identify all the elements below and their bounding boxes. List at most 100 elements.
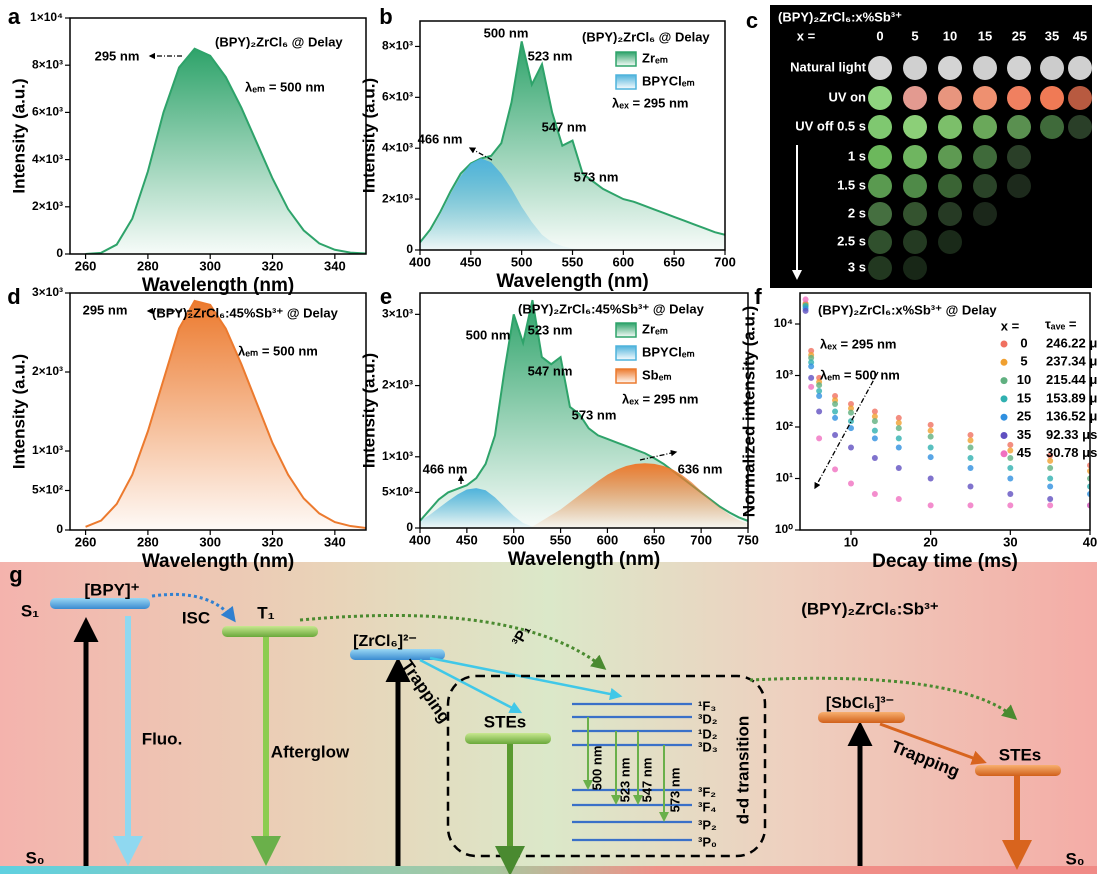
time-arrow-head: [792, 270, 802, 280]
sample-spot: [868, 145, 892, 169]
point: [1047, 495, 1054, 502]
x-tick-label: 320: [262, 258, 284, 273]
diagram-label: S₀: [1065, 849, 1084, 868]
point: [808, 374, 815, 381]
x-tick-label: 40: [1083, 534, 1097, 549]
point: [967, 437, 974, 444]
legend-swatch: [615, 51, 637, 67]
point: [895, 419, 902, 426]
point: [871, 418, 878, 425]
diagram-background: [0, 562, 1097, 874]
legend-label: 136.52 μs: [1046, 409, 1097, 424]
sample-spot: [903, 145, 927, 169]
annotation: (BPY)₂ZrCl₆ @ Delay: [582, 29, 710, 44]
point: [847, 425, 854, 432]
y-tick-label: 2×10³: [382, 378, 413, 392]
annotation: 500 nm: [484, 25, 529, 40]
column-label: 5: [911, 28, 918, 43]
sample-spot: [903, 174, 927, 198]
y-tick-label: 8×10³: [32, 57, 63, 71]
x-tick-label: 600: [597, 532, 619, 547]
annotation: (BPY)₂ZrCl₆:x%Sb³⁺ @ Delay: [818, 302, 997, 317]
point: [832, 392, 839, 399]
point: [927, 427, 934, 434]
diagram-label: d-d transition: [733, 716, 752, 825]
point: [871, 435, 878, 442]
transfer-arrow: [299, 613, 607, 670]
diagram-label: 573 nm: [667, 768, 682, 813]
legend-label: 246.22 μs: [1046, 335, 1097, 350]
legend-marker: [1000, 432, 1008, 439]
plot-area: [85, 299, 366, 530]
annotation: λₑₘ = 500 nm: [238, 343, 318, 358]
sample-spot: [973, 86, 997, 110]
sample-spot: [868, 86, 892, 110]
annotation: λₑₘ = 500 nm: [245, 79, 325, 94]
point: [816, 388, 823, 395]
sample-spot: [973, 56, 997, 80]
area-fill: [85, 300, 366, 530]
ground-level: [0, 866, 1097, 874]
annotation: 547 nm: [542, 119, 587, 134]
sample-spot: [903, 202, 927, 226]
sample-spot: [903, 115, 927, 139]
point: [808, 383, 815, 390]
sample-spot: [973, 174, 997, 198]
sample-spot: [1007, 145, 1031, 169]
y-tick-label: 6×10³: [32, 105, 63, 119]
y-tick-label: 2×10³: [32, 199, 63, 213]
sample-spot: [938, 86, 962, 110]
diagram-label: ³P₂: [698, 817, 717, 832]
sample-spot: [1068, 56, 1092, 80]
sample-spot: [973, 202, 997, 226]
plot-area: [802, 296, 1090, 509]
point: [808, 363, 815, 370]
legend-swatch: [615, 345, 637, 361]
isc-arrow: [151, 592, 236, 623]
x-tick-label: 450: [456, 532, 478, 547]
sample-spot: [1040, 56, 1064, 80]
x-tick-label: 750: [737, 532, 759, 547]
annotation: λₑₓ = 295 nm: [612, 95, 689, 110]
legend-marker: [1000, 358, 1008, 366]
y-tick-label: 5×10²: [382, 485, 413, 499]
legend-label: 10: [1017, 372, 1031, 387]
y-tick-label: 0: [406, 242, 413, 256]
annotation: λₑₓ = 295 nm: [820, 336, 897, 351]
sample-spot: [938, 202, 962, 226]
sample-spot: [1068, 115, 1092, 139]
sample-spot: [1068, 86, 1092, 110]
point: [808, 354, 815, 361]
x-tick-label: 700: [690, 532, 712, 547]
y-tick-label: 6×10³: [382, 90, 413, 104]
point: [927, 421, 934, 428]
x-tick-label: 500: [503, 532, 525, 547]
sample-spot: [868, 202, 892, 226]
column-label: 10: [943, 28, 957, 43]
y-tick-label: 10⁴: [774, 316, 793, 330]
annotation: 573 nm: [572, 407, 617, 422]
row-label: 1.5 s: [837, 177, 866, 192]
area-fill: [420, 158, 725, 250]
point: [967, 431, 974, 438]
sample-spot: [868, 174, 892, 198]
x-tick-label: 300: [199, 534, 221, 549]
zrcl6-level: [350, 649, 445, 660]
row-label: UV on: [828, 89, 866, 104]
point: [816, 382, 823, 389]
y-tick-label: 1×10³: [32, 443, 63, 457]
x-tick-label: 550: [550, 532, 572, 547]
area-fill: [85, 48, 366, 254]
column-label: 35: [1045, 28, 1059, 43]
sample-spot: [1040, 86, 1064, 110]
legend-label: 92.33 μs: [1046, 427, 1097, 442]
diagram-label: STEs: [484, 712, 527, 731]
x-axis-label: Wavelength (nm): [142, 275, 294, 296]
y-axis-label: Intensity (a.u.): [9, 354, 28, 469]
legend-marker: [1000, 413, 1008, 421]
sample-spot: [938, 145, 962, 169]
point: [967, 483, 974, 490]
area-fill: [420, 488, 748, 528]
point: [847, 400, 854, 407]
dd-arrows: [583, 717, 669, 822]
